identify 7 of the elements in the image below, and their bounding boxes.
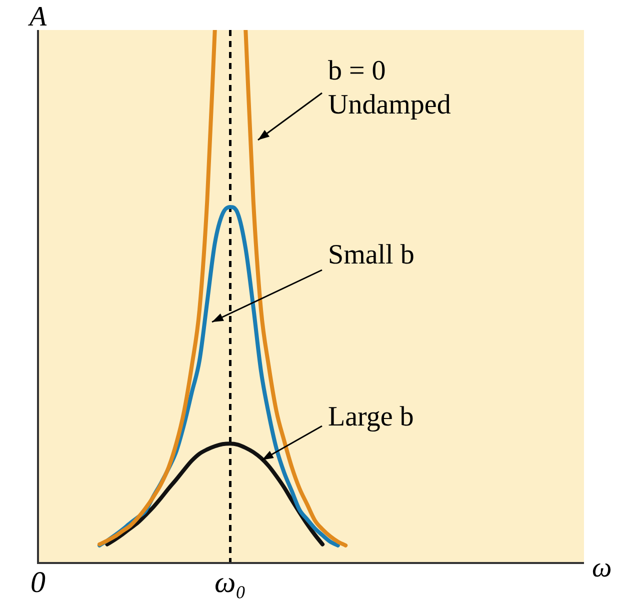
x-tick-label: 0 [30,566,46,599]
annotation: Large b [328,401,414,432]
x-tick-label: ω₀ [214,566,246,599]
annotation: Small b [328,239,414,270]
annotation: b = 0 Undamped [328,55,451,120]
y-axis-title: A [27,1,48,32]
x-axis-title: ω [592,552,612,584]
